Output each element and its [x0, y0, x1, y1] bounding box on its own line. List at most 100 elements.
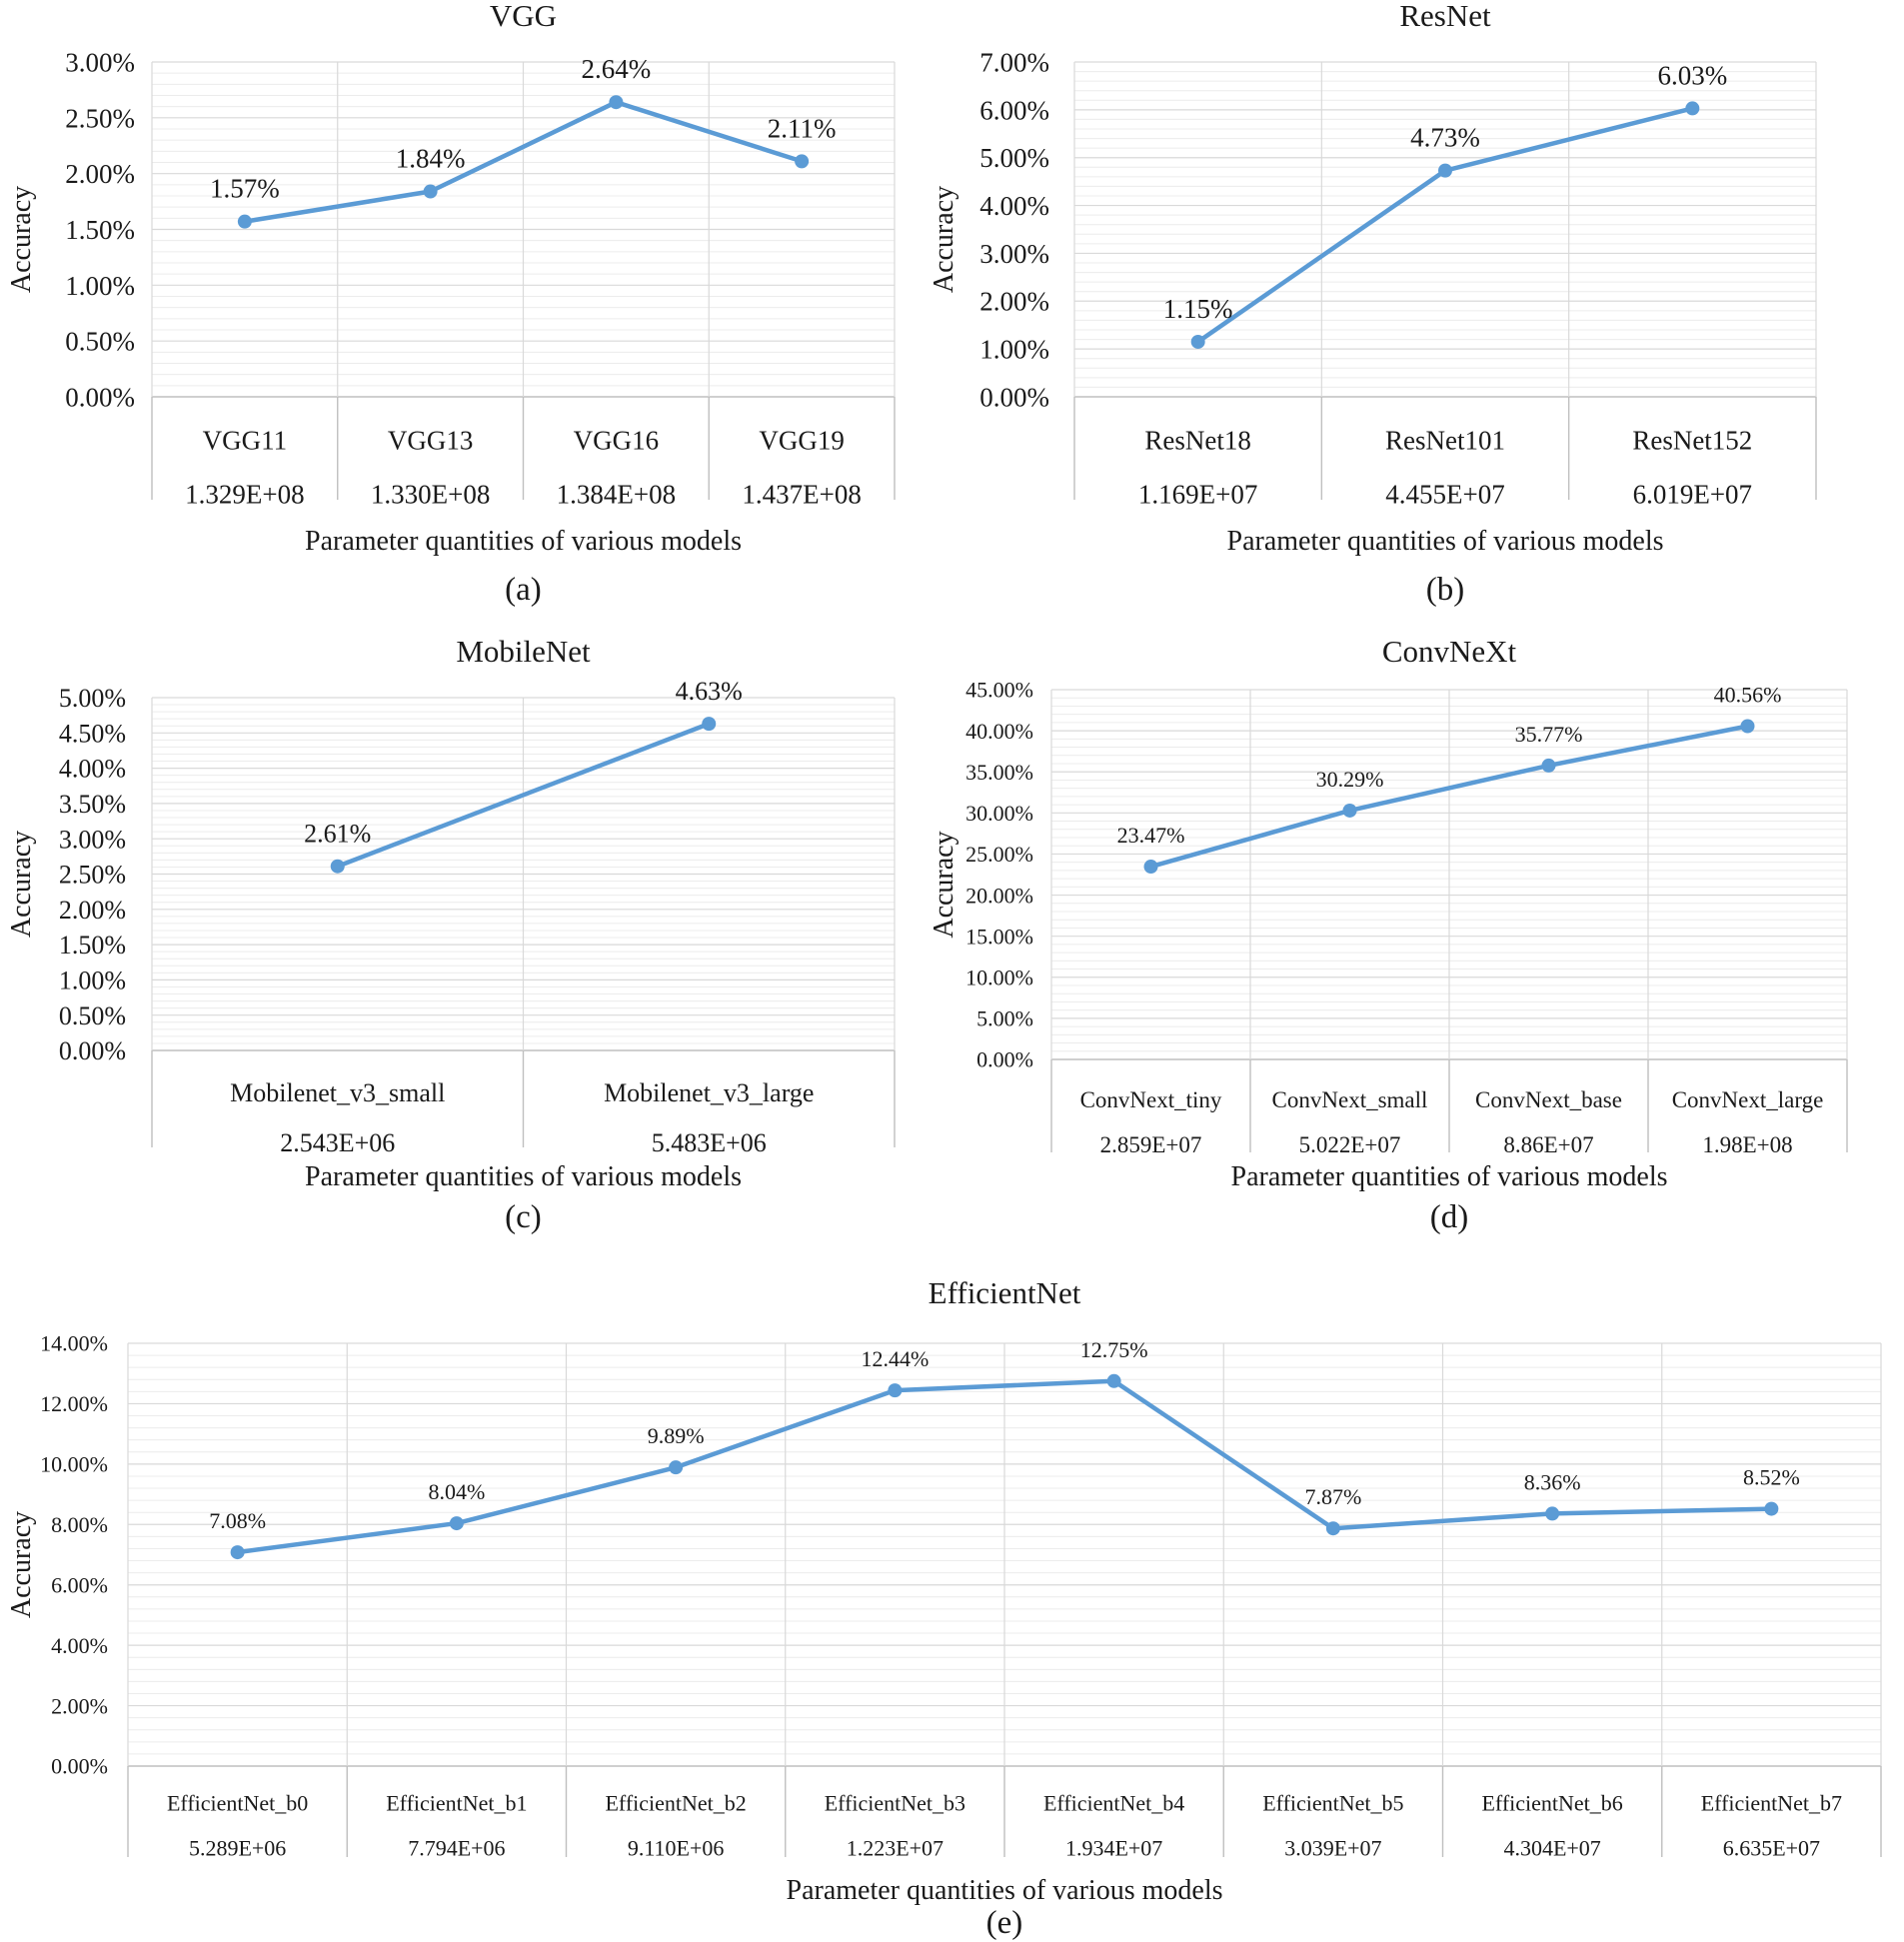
x-parameter-label: 1.169E+07	[1138, 479, 1257, 509]
y-tick-label: 12.00%	[40, 1391, 108, 1416]
chart-vgg: 0.00% 0.50% 1.00% 1.50% 2.00% 2.50% 3.00% VGG11…	[6, 0, 896, 608]
x-category-label: Mobilenet_v3_small	[230, 1078, 445, 1107]
x-category-label: ConvNext_tiny	[1080, 1087, 1222, 1112]
data-point	[1740, 719, 1755, 734]
x-parameter-label: 9.110E+06	[628, 1836, 725, 1861]
x-category-label: EfficientNet_b1	[386, 1791, 527, 1816]
chart-resnet: 0.00% 1.00% 2.00% 3.00% 4.00% 5.00% 6.00% 7.00%…	[929, 0, 1817, 608]
panel-label: (c)	[505, 1199, 542, 1235]
x-parameter-label: 1.98E+08	[1702, 1132, 1792, 1157]
data-label: 1.15%	[1163, 294, 1233, 324]
data-label: 4.63%	[676, 677, 743, 706]
y-tick-label: 0.50%	[65, 327, 135, 357]
data-label: 12.44%	[861, 1346, 929, 1371]
y-tick-label: 2.50%	[65, 103, 135, 133]
data-point	[330, 859, 345, 874]
chart-title: MobileNet	[456, 634, 591, 669]
chart-title: VGG	[490, 0, 557, 33]
y-tick-label: 0.00%	[59, 1036, 126, 1065]
x-category-label: ResNet18	[1144, 425, 1250, 455]
data-label: 40.56%	[1714, 683, 1782, 708]
data-label: 23.47%	[1117, 823, 1185, 848]
y-tick-label: 7.00%	[979, 47, 1049, 77]
data-point	[237, 214, 252, 229]
y-tick-label: 3.00%	[979, 239, 1049, 269]
data-label: 1.57%	[210, 174, 280, 204]
y-tick-label: 20.00%	[965, 883, 1033, 908]
chart-title: ResNet	[1399, 0, 1491, 33]
x-parameter-label: 1.934E+07	[1065, 1836, 1162, 1861]
y-axis-label: Accuracy	[6, 1511, 37, 1618]
x-category-label: EfficientNet_b3	[825, 1791, 965, 1816]
y-tick-label: 15.00%	[965, 924, 1033, 949]
y-tick-label: 25.00%	[965, 842, 1033, 867]
data-point	[423, 184, 438, 199]
x-category-label: VGG16	[574, 425, 660, 455]
x-category-label: ResNet152	[1632, 425, 1752, 455]
y-axis-label: Accuracy	[6, 831, 37, 938]
chart-mobilenet: 0.00% 0.50% 1.00% 1.50% 2.00% 2.50% 3.00% 3.50%…	[6, 634, 896, 1235]
chart-convnext: 0.00% 5.00% 10.00% 15.00% 20.00% 25.00% 30.00%…	[929, 634, 1848, 1235]
data-label: 7.87%	[1304, 1484, 1361, 1509]
y-tick-label: 30.00%	[965, 801, 1033, 826]
series-line	[336, 722, 711, 869]
data-point	[609, 95, 624, 110]
y-tick-label: 1.00%	[65, 271, 135, 301]
y-tick-label: 1.50%	[59, 931, 126, 960]
x-category-label: ConvNext_large	[1672, 1087, 1824, 1112]
chart-efficientnet: 0.00% 2.00% 4.00% 6.00% 8.00% 10.00% 12.00% 14.…	[6, 1275, 1882, 1941]
data-point	[1143, 860, 1158, 875]
y-axis-label: Accuracy	[929, 831, 959, 938]
x-category-label: Mobilenet_v3_large	[604, 1078, 814, 1107]
data-label: 2.64%	[582, 54, 652, 84]
y-tick-label: 6.00%	[979, 95, 1049, 125]
y-tick-label: 3.00%	[65, 47, 135, 77]
y-tick-label: 5.00%	[979, 143, 1049, 173]
x-category-label: VGG11	[203, 425, 288, 455]
data-label: 6.03%	[1657, 60, 1727, 90]
data-point	[449, 1516, 464, 1531]
data-point	[1545, 1506, 1560, 1521]
data-label: 12.75%	[1080, 1337, 1148, 1362]
series-line	[244, 99, 803, 224]
x-category-label: VGG19	[759, 425, 845, 455]
x-category-label: EfficientNet_b7	[1701, 1791, 1842, 1816]
y-tick-label: 2.00%	[65, 159, 135, 189]
x-parameter-label: 5.483E+06	[652, 1128, 767, 1157]
y-tick-label: 8.00%	[51, 1512, 108, 1537]
data-point	[1438, 163, 1452, 178]
y-tick-label: 0.00%	[976, 1047, 1033, 1072]
x-parameter-label: 4.304E+07	[1503, 1836, 1600, 1861]
y-axis-label: Accuracy	[929, 186, 959, 293]
y-tick-label: 4.50%	[59, 719, 126, 748]
y-tick-label: 3.00%	[59, 825, 126, 854]
data-point	[1325, 1521, 1340, 1536]
data-point	[1190, 334, 1205, 349]
y-tick-label: 2.50%	[59, 861, 126, 890]
x-category-label: ConvNext_small	[1272, 1087, 1428, 1112]
y-tick-label: 1.00%	[59, 967, 126, 995]
data-point	[1106, 1373, 1121, 1388]
y-tick-label: 0.00%	[65, 382, 135, 412]
data-label: 1.84%	[396, 144, 466, 174]
y-tick-label: 35.00%	[965, 760, 1033, 785]
y-tick-label: 10.00%	[40, 1452, 108, 1477]
x-parameter-label: 1.330E+08	[371, 479, 490, 509]
data-label: 7.08%	[209, 1508, 266, 1533]
x-parameter-label: 1.384E+08	[557, 479, 676, 509]
series-line	[237, 1378, 1772, 1555]
x-axis-label: Parameter quantities of various models	[305, 526, 742, 557]
x-parameter-label: 4.455E+07	[1385, 479, 1504, 509]
y-tick-label: 5.00%	[59, 684, 126, 713]
x-parameter-label: 6.019E+07	[1633, 479, 1752, 509]
data-label: 2.11%	[768, 113, 837, 143]
data-label: 30.29%	[1316, 767, 1384, 792]
data-label: 8.52%	[1743, 1465, 1800, 1490]
data-point	[1685, 101, 1700, 116]
y-tick-label: 45.00%	[965, 678, 1033, 703]
x-category-label: EfficientNet_b4	[1043, 1791, 1184, 1816]
y-tick-label: 0.00%	[979, 382, 1049, 412]
y-tick-label: 4.00%	[979, 191, 1049, 221]
x-parameter-label: 2.543E+06	[280, 1128, 395, 1157]
data-point	[888, 1383, 903, 1398]
